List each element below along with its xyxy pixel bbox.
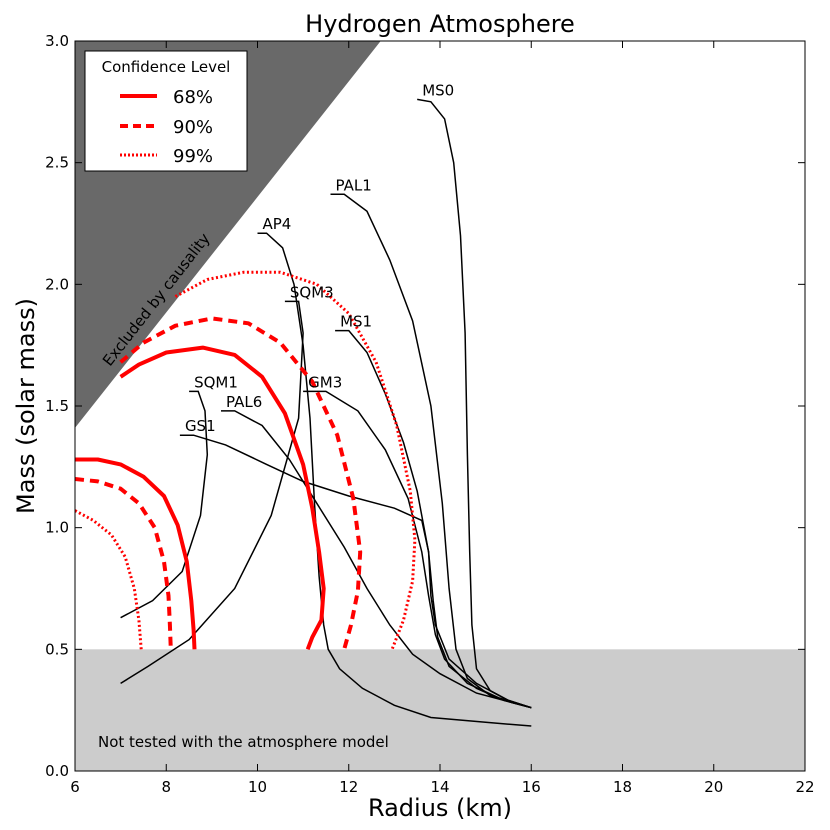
confidence-contour-layer bbox=[75, 270, 417, 651]
x-tick-label: 20 bbox=[704, 778, 723, 796]
eos-label-pal1: PAL1 bbox=[336, 176, 372, 194]
legend: Confidence Level 68% 90% 99% bbox=[84, 50, 248, 172]
contour-68-1 bbox=[75, 457, 197, 650]
eos-label-gm3: GM3 bbox=[308, 373, 342, 391]
legend-box bbox=[84, 50, 248, 172]
chart-title: Hydrogen Atmosphere bbox=[305, 10, 575, 38]
eos-label-pal6: PAL6 bbox=[226, 393, 262, 411]
untested-label: Not tested with the atmosphere model bbox=[98, 733, 389, 751]
eos-label-gs1: GS1 bbox=[185, 417, 216, 435]
y-tick-label: 0.5 bbox=[45, 640, 69, 658]
y-axis-label: Mass (solar mass) bbox=[12, 298, 40, 514]
eos-label-layer: MS0 PAL1 AP4 SQM3 MS1 GM3 SQM1 PAL6 GS1 bbox=[185, 81, 454, 435]
untested-region bbox=[75, 649, 805, 771]
contour-90-2 bbox=[119, 316, 363, 650]
legend-label-99: 99% bbox=[173, 146, 213, 167]
eos-curve-layer bbox=[120, 98, 532, 727]
x-tick-label: 6 bbox=[70, 778, 80, 796]
contour-99-5 bbox=[75, 509, 143, 650]
eos-curve-pal6 bbox=[221, 410, 532, 709]
y-tick-label: 2.0 bbox=[45, 275, 69, 293]
x-tick-label: 14 bbox=[430, 778, 449, 796]
eos-label-ap4: AP4 bbox=[263, 215, 292, 233]
x-tick-label: 22 bbox=[795, 778, 814, 796]
eos-curve-sqm3 bbox=[120, 300, 304, 685]
x-tick-label: 8 bbox=[161, 778, 171, 796]
x-tick-label: 10 bbox=[248, 778, 267, 796]
legend-label-90: 90% bbox=[173, 117, 213, 138]
y-tick-label: 0.0 bbox=[45, 762, 69, 780]
eos-curve-gs1 bbox=[179, 434, 532, 709]
eos-curve-sqm1 bbox=[120, 390, 209, 619]
axes: 6 8 10 12 14 16 18 20 22 0.0 0.5 1.0 1.5 2.0 2.5 3.0 bbox=[45, 32, 814, 796]
x-axis-label: Radius (km) bbox=[368, 794, 512, 822]
x-tick-label: 18 bbox=[613, 778, 632, 796]
eos-curve-pal1 bbox=[330, 193, 532, 709]
y-tick-label: 2.5 bbox=[45, 154, 69, 172]
eos-label-ms0: MS0 bbox=[422, 81, 454, 99]
y-tick-label: 1.0 bbox=[45, 519, 69, 537]
contour-68-0 bbox=[119, 345, 326, 651]
y-tick-label: 3.0 bbox=[45, 32, 69, 50]
x-tick-label: 12 bbox=[339, 778, 358, 796]
contour-90-3 bbox=[75, 477, 173, 650]
y-tick-label: 1.5 bbox=[45, 397, 69, 415]
eos-label-sqm1: SQM1 bbox=[194, 373, 238, 391]
contour-99-4 bbox=[174, 270, 417, 650]
x-tick-label: 16 bbox=[522, 778, 541, 796]
legend-title: Confidence Level bbox=[102, 58, 231, 76]
eos-label-ms1: MS1 bbox=[340, 313, 372, 331]
eos-curve-gm3 bbox=[303, 390, 532, 709]
legend-label-68: 68% bbox=[173, 87, 213, 108]
eos-label-sqm3: SQM3 bbox=[290, 283, 334, 301]
